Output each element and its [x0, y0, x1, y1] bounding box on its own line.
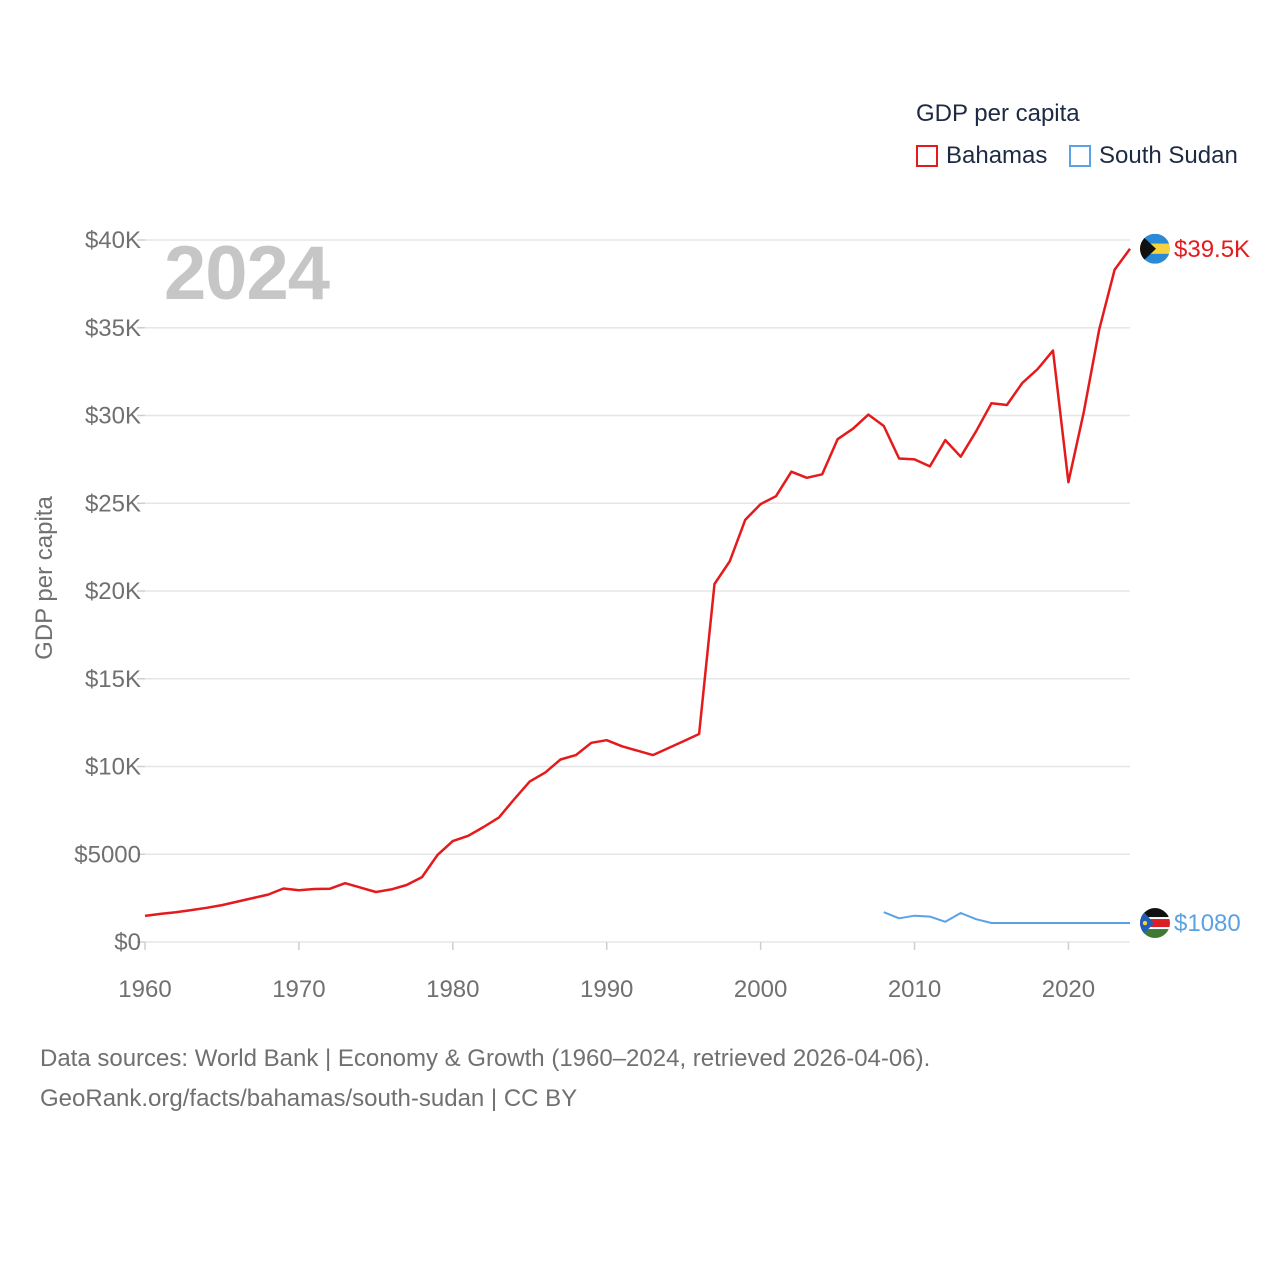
y-tick-label: $15K [85, 666, 141, 693]
end-markers: $39.5K $1080 [1140, 233, 1250, 939]
series-line-bahamas [144, 248, 1132, 918]
legend-label-south-sudan: South Sudan [1099, 142, 1238, 169]
south-sudan-end-label: $1080 [1174, 910, 1241, 937]
x-axis-ticks: 1960 1970 1980 1990 2000 2010 2020 [118, 942, 1095, 1003]
y-tick-label: $20K [85, 578, 141, 605]
y-tick-label: $0 [114, 929, 141, 956]
y-axis-ticks: $0 $5000 $10K $15K $20K $25K $30K $35K $40K [74, 227, 145, 956]
y-tick-label: $25K [85, 490, 141, 517]
bahamas-end-label: $39.5K [1174, 236, 1250, 263]
series-lines [144, 248, 1132, 924]
x-tick-label: 2000 [734, 976, 787, 1003]
series-line-south-sudan [883, 911, 1130, 924]
legend-item-south-sudan[interactable]: South Sudan [1069, 142, 1238, 170]
y-tick-label: $10K [85, 754, 141, 781]
x-tick-label: 1990 [580, 976, 633, 1003]
bahamas-swatch-icon [916, 145, 938, 167]
south-sudan-swatch-icon [1069, 145, 1091, 167]
y-tick-label: $40K [85, 227, 141, 254]
year-watermark: 2024 [164, 231, 330, 316]
y-tick-label: $35K [85, 315, 141, 342]
x-tick-label: 1980 [426, 976, 479, 1003]
footer-url[interactable]: GeoRank.org/facts/bahamas/south-sudan | … [40, 1085, 578, 1112]
y-tick-label: $30K [85, 403, 141, 430]
legend-item-bahamas[interactable]: Bahamas [916, 142, 1047, 170]
footer-sources: Data sources: World Bank | Economy & Gro… [40, 1045, 931, 1072]
x-tick-label: 2020 [1042, 976, 1095, 1003]
legend-label-bahamas: Bahamas [946, 142, 1048, 169]
y-tick-label: $5000 [74, 841, 141, 868]
x-tick-label: 1970 [272, 976, 325, 1003]
grid-lines [145, 239, 1130, 943]
bahamas-flag-icon [1140, 233, 1170, 264]
legend-title: GDP per capita [916, 100, 1080, 127]
y-axis-title: GDP per capita [31, 496, 58, 660]
x-tick-label: 2010 [888, 976, 941, 1003]
x-tick-label: 1960 [118, 976, 171, 1003]
south-sudan-flag-icon [1140, 908, 1170, 939]
